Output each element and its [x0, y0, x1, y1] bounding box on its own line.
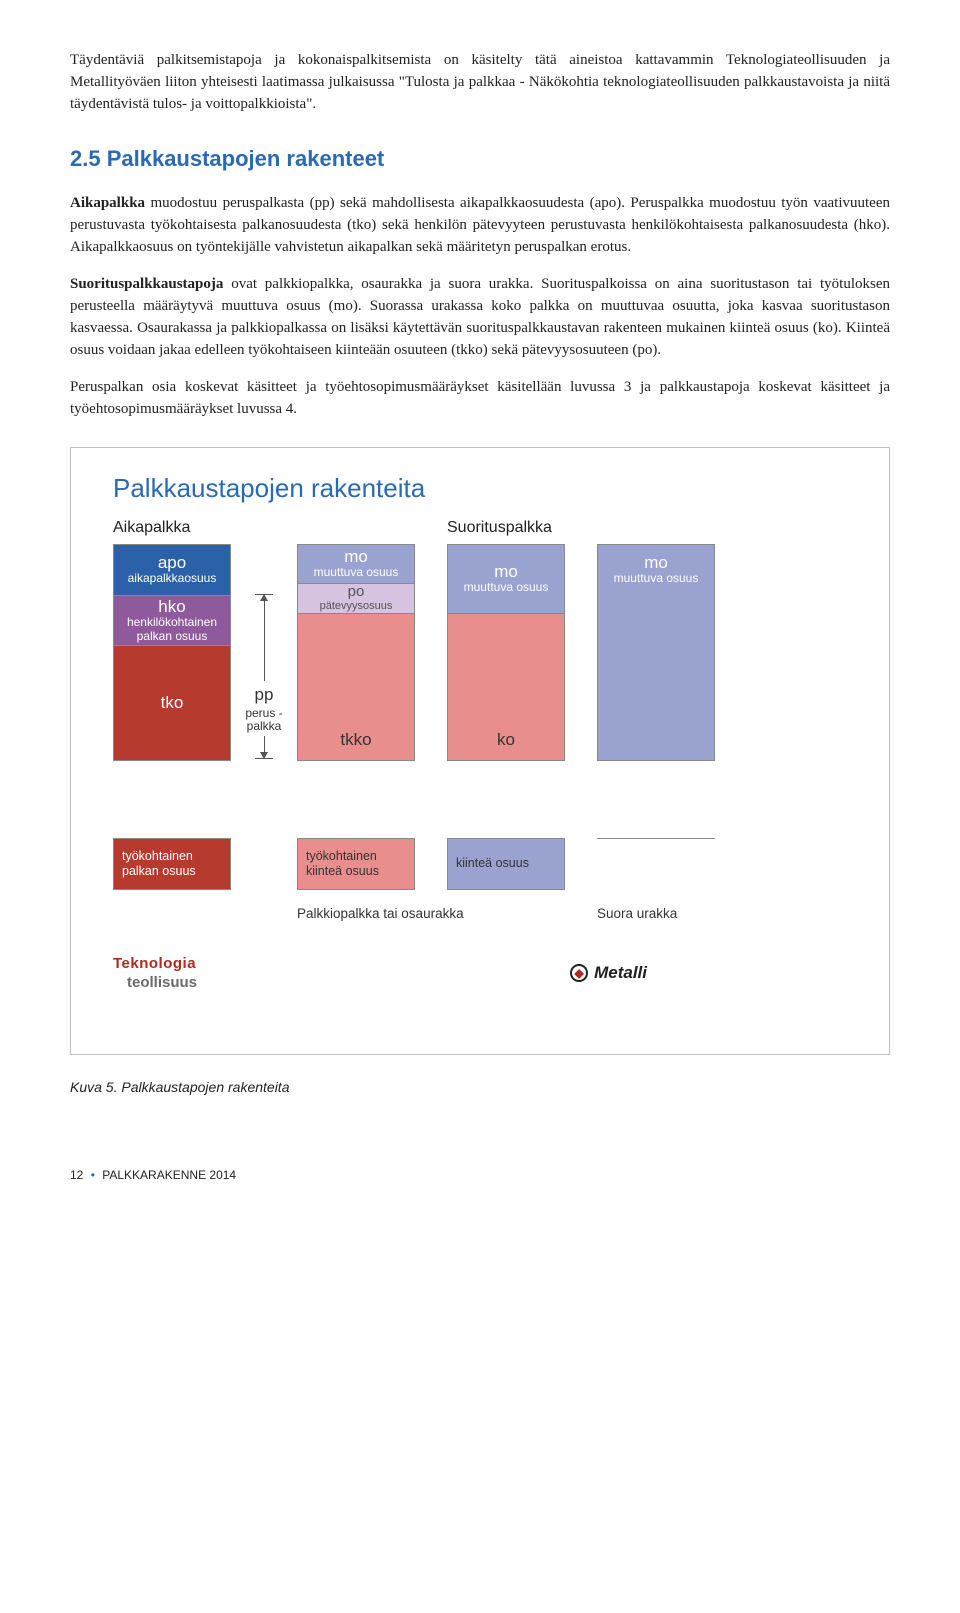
label-tko: tko [161, 693, 184, 713]
logo-row: Teknologia teollisuus ◆ Metalli [113, 953, 847, 994]
legend-tkko: työkohtainenkiinteä osuus [297, 838, 415, 890]
sub-mo: muuttuva osuus [314, 566, 399, 580]
legend-text: kiinteä osuus [456, 856, 529, 871]
paragraph-references: Peruspalkan osia koskevat käsitteet ja t… [70, 377, 890, 421]
bar-palkkio2: mo muuttuva osuus ko [447, 544, 565, 761]
teknologia-logo: Teknologia teollisuus [113, 953, 197, 994]
spacer [415, 838, 447, 890]
legend-suora-line [597, 838, 715, 890]
pp-code: pp [245, 683, 282, 708]
page-footer: 12 • PALKKARAKENNE 2014 [70, 1167, 890, 1184]
col-pp: pp perus -palkka [237, 516, 291, 816]
label-ko: ko [497, 730, 515, 750]
seg-apo: apo aikapalkkaosuus [114, 545, 230, 595]
seg-mo: mo muuttuva osuus [598, 545, 714, 760]
label-mo: mo [494, 562, 518, 582]
metalli-text: Metalli [594, 961, 647, 986]
spacer [231, 838, 297, 890]
page-number: 12 [70, 1168, 83, 1182]
seg-tko: tko [114, 645, 230, 760]
spacer [113, 904, 297, 924]
pp-sub: perus -palkka [245, 707, 282, 733]
chart-bars: Aikapalkka apo aikapalkkaosuus hko henki… [113, 516, 865, 816]
spacer [597, 516, 715, 538]
intro-paragraph: Täydentäviä palkitsemistapoja ja kokonai… [70, 50, 890, 115]
legend-text: työkohtainenpalkan osuus [122, 849, 196, 879]
seg-hko: hko henkilökohtainenpalkan osuus [114, 595, 230, 645]
label-mo: mo [644, 553, 668, 573]
book-title: PALKKARAKENNE 2014 [102, 1168, 236, 1182]
dot-icon: • [87, 1168, 99, 1182]
col-palkkio1: mo muuttuva osuus po pätevyysosuus tkko [297, 516, 415, 761]
legend-tko: työkohtainenpalkan osuus [113, 838, 231, 890]
footer-suora: Suora urakka [597, 904, 677, 924]
footer-palkkio: Palkkiopalkka tai osaurakka [297, 904, 565, 924]
logo-line2: teollisuus [127, 972, 197, 994]
sub-mo: muuttuva osuus [464, 581, 549, 595]
chart-frame: Palkkaustapojen rakenteita Aikapalkka ap… [70, 447, 890, 1055]
seg-ko: ko [448, 613, 564, 760]
chart-footer-labels: Palkkiopalkka tai osaurakka Suora urakka [113, 904, 865, 924]
sub-hko: henkilökohtainenpalkan osuus [127, 616, 217, 644]
col-palkkio2: Suorituspalkka mo muuttuva osuus ko [447, 516, 565, 761]
bar-suora: mo muuttuva osuus [597, 544, 715, 761]
seg-po: po pätevyysosuus [298, 583, 414, 613]
label-tkko: tkko [340, 730, 371, 750]
spacer [565, 838, 597, 890]
pp-label: pp perus -palkka [245, 681, 282, 736]
term-aikapalkka: Aikapalkka [70, 195, 145, 211]
chart-title: Palkkaustapojen rakenteita [113, 470, 865, 508]
metalli-icon: ◆ [570, 964, 588, 982]
legend-text: työkohtainenkiinteä osuus [306, 849, 379, 879]
text: muodostuu peruspalkasta (pp) sekä mahdol… [70, 195, 890, 255]
paragraph-aikapalkka: Aikapalkka muodostuu peruspalkasta (pp) … [70, 193, 890, 258]
metalli-logo: ◆ Metalli [570, 961, 647, 986]
col-aikapalkka: Aikapalkka apo aikapalkkaosuus hko henki… [113, 516, 231, 761]
section-heading: 2.5 Palkkaustapojen rakenteet [70, 143, 890, 175]
seg-mo: mo muuttuva osuus [448, 545, 564, 613]
spacer [297, 516, 415, 538]
label-mo: mo [344, 547, 368, 567]
spacer [565, 904, 597, 924]
sub-po: pätevyysosuus [320, 600, 393, 613]
label-po: po [348, 583, 365, 600]
bar-aikapalkka: apo aikapalkkaosuus hko henkilökohtainen… [113, 544, 231, 761]
legend-row: työkohtainenpalkan osuus työkohtainenkii… [113, 838, 865, 890]
bar-palkkio1: mo muuttuva osuus po pätevyysosuus tkko [297, 544, 415, 761]
label-hko: hko [158, 597, 185, 617]
col-suora: mo muuttuva osuus [597, 516, 715, 761]
seg-mo: mo muuttuva osuus [298, 545, 414, 583]
sub-mo: muuttuva osuus [614, 572, 699, 586]
header-suorituspalkka: Suorituspalkka [447, 516, 565, 538]
legend-ko: kiinteä osuus [447, 838, 565, 890]
header-aikapalkka: Aikapalkka [113, 516, 231, 538]
seg-tkko: tkko [298, 613, 414, 760]
term-suorituspalkka: Suorituspalkkaustapoja [70, 276, 223, 292]
label-apo: apo [158, 553, 186, 573]
paragraph-suorituspalkka: Suorituspalkkaustapoja ovat palkkiopalkk… [70, 274, 890, 361]
figure-caption: Kuva 5. Palkkaustapojen rakenteita [70, 1077, 890, 1097]
sub-apo: aikapalkkaosuus [128, 572, 217, 586]
